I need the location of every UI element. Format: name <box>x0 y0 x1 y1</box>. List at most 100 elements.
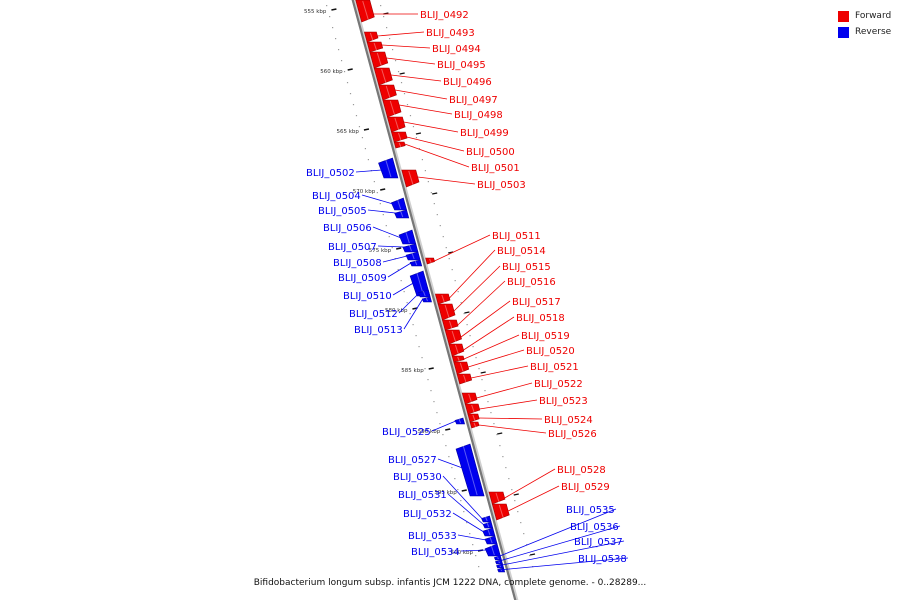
gene-blij-0510 <box>409 270 431 297</box>
gene-blij-0494 <box>366 41 384 53</box>
gene-label: BLIJ_0521 <box>530 362 579 373</box>
gene-blij-0511 <box>425 257 435 265</box>
guide-dot <box>337 49 340 51</box>
guide-dot <box>421 159 423 161</box>
gene-highlight <box>400 210 404 218</box>
axis-tick <box>347 68 353 71</box>
guide-dot <box>406 104 409 106</box>
gene-highlight <box>490 544 495 556</box>
gene-label: BLIJ_0524 <box>544 415 593 426</box>
gene-label: BLIJ_0496 <box>443 77 492 88</box>
guide-dot <box>403 93 406 95</box>
gene-label: BLIJ_0493 <box>426 28 475 39</box>
gene-blij-0495 <box>369 51 389 69</box>
leader-line <box>437 458 463 469</box>
gene-blij-0524 <box>467 413 480 423</box>
axis-tick-label: 585 kbp <box>401 368 424 374</box>
axis-tick-right <box>513 493 519 496</box>
gene-highlight <box>486 522 490 528</box>
gene-label: BLIJ_0529 <box>561 482 610 493</box>
gene-label: BLIJ_0503 <box>477 180 526 191</box>
leader-line <box>494 508 617 559</box>
reverse-swatch <box>838 26 849 38</box>
guide-dot <box>508 478 510 480</box>
gene-label: BLIJ_0518 <box>516 313 565 324</box>
leader-line <box>390 74 442 82</box>
guide-dot <box>430 390 432 392</box>
leader-line <box>377 245 404 248</box>
genome-backbone <box>326 0 534 600</box>
leader-line <box>392 282 414 296</box>
gene-blij-0498 <box>382 99 402 118</box>
guide-dot <box>385 225 387 227</box>
gene-highlight <box>398 142 402 148</box>
guide-dot <box>352 104 355 106</box>
guide-dot <box>397 71 400 73</box>
leader-line <box>442 475 483 520</box>
guide-dot <box>361 137 364 139</box>
guide-dot <box>472 544 474 546</box>
gene-blij-0532 <box>482 527 496 537</box>
gene-blij-0499 <box>387 116 406 133</box>
legend: Forward Reverse <box>838 8 891 40</box>
gene-label: BLIJ_0538 <box>578 554 627 565</box>
guide-dot <box>397 269 399 271</box>
gene-blij-0505 <box>394 209 410 219</box>
leader-line <box>434 234 491 262</box>
guide-dot <box>424 170 426 172</box>
guide-dot <box>442 434 444 436</box>
axis-tick-label: 555 kbp <box>304 9 327 15</box>
guide-dot <box>427 379 429 381</box>
guide-dot <box>439 225 441 227</box>
gene-blij-0530 <box>481 515 492 523</box>
guide-dot <box>415 137 418 139</box>
gene-highlight <box>369 32 374 42</box>
guide-dot <box>430 192 432 194</box>
axis-tick-label: 560 kbp <box>320 69 343 75</box>
guide-dot <box>415 335 417 337</box>
gene-blij-0516 <box>442 319 459 331</box>
gene-highlight <box>487 528 491 536</box>
gene-label: BLIJ_0533 <box>408 531 457 542</box>
axis-tick-label: 590 kbp <box>418 429 441 435</box>
axis-tick <box>445 428 451 431</box>
legend-reverse: Reverse <box>838 24 891 40</box>
gene-label: BLIJ_0504 <box>312 191 361 202</box>
guide-dot <box>382 214 384 216</box>
gene-highlight <box>425 297 428 302</box>
reverse-label: Reverse <box>855 27 892 37</box>
guide-dot <box>436 412 438 414</box>
leader-line <box>386 57 436 65</box>
gene-highlight <box>441 294 446 304</box>
gene-blij-0521 <box>456 373 473 385</box>
guide-dot <box>412 126 415 128</box>
axis-tick <box>461 489 467 492</box>
axis-tick-label: 565 kbp <box>337 129 360 135</box>
gene-label: BLIJ_0528 <box>557 465 606 476</box>
gene-blij-0502 <box>378 157 399 179</box>
leader-line <box>478 417 543 420</box>
leader-line <box>498 557 629 571</box>
gene-label: BLIJ_0498 <box>454 110 503 121</box>
gene-label: BLIJ_0525 <box>382 427 431 438</box>
axis-tick-label: 575 kbp <box>369 248 392 254</box>
gene-label: BLIJ_0516 <box>507 277 556 288</box>
guide-dot <box>409 115 412 117</box>
gene-highlight <box>457 356 460 362</box>
gene-blij-0493 <box>363 31 379 43</box>
axis-tick-label: 595 kbp <box>434 490 457 496</box>
leader-line <box>377 31 425 37</box>
gene-highlight <box>473 422 477 428</box>
guide-dot <box>481 379 483 381</box>
guide-dot <box>463 511 465 513</box>
axis-tick-right <box>497 432 503 435</box>
guide-dot <box>454 478 456 480</box>
guide-dot <box>451 269 453 271</box>
gene-highlight <box>394 117 400 132</box>
gene-label: BLIJ_0532 <box>403 509 452 520</box>
gene-label: BLIJ_0495 <box>437 60 486 71</box>
gene-blij-0533 <box>484 535 498 545</box>
gene-label: BLIJ_0494 <box>432 44 481 55</box>
leader-line <box>372 226 402 239</box>
guide-dot <box>418 346 420 348</box>
